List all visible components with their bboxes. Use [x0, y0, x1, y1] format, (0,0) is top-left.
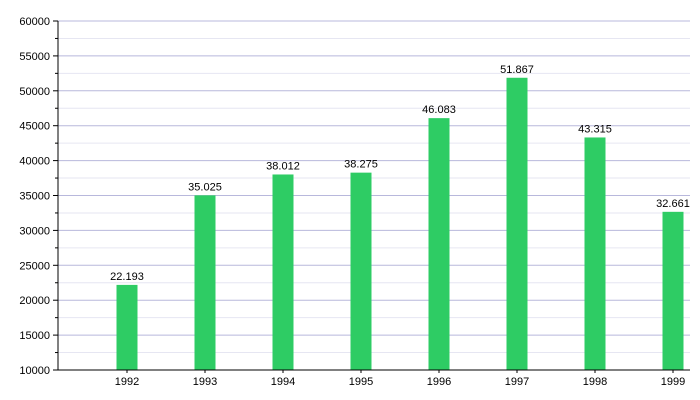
y-tick-label: 35000	[19, 191, 50, 203]
data-label: 46.083	[422, 104, 456, 116]
data-label: 22.193	[110, 271, 144, 283]
x-tick-label: 1993	[193, 376, 217, 388]
bar	[584, 137, 606, 370]
y-tick-label: 25000	[19, 260, 50, 272]
x-tick-label: 1994	[271, 376, 295, 388]
y-tick-label: 40000	[19, 156, 50, 168]
bar	[662, 211, 684, 370]
data-labels: 22.193 35.025 38.012 38.275 46.083 51.867 43.3…	[110, 64, 690, 283]
data-label: 32.661	[656, 198, 690, 210]
y-tick-label: 50000	[19, 86, 50, 98]
data-label: 51.867	[500, 64, 534, 76]
y-tick-label: 55000	[19, 51, 50, 63]
x-tick-label: 1997	[505, 376, 529, 388]
y-tick-label: 15000	[19, 330, 50, 342]
y-tick-label: 20000	[19, 295, 50, 307]
data-label: 43.315	[578, 123, 612, 135]
bar	[116, 284, 138, 370]
bar	[506, 77, 528, 370]
bar	[350, 172, 372, 370]
y-axis-ticks: 10000 15000 20000 25000 30000 35000 40000 45000…	[19, 16, 58, 377]
data-label: 35.025	[188, 181, 222, 193]
x-tick-label: 1992	[115, 376, 139, 388]
bar	[272, 174, 294, 370]
y-tick-label: 45000	[19, 121, 50, 133]
x-tick-label: 1999	[661, 376, 685, 388]
y-tick-label: 60000	[19, 16, 50, 28]
x-axis-ticks: 1992 1993 1994 1995 1996 1997 1998 1999	[115, 370, 685, 388]
x-tick-label: 1995	[349, 376, 373, 388]
x-tick-label: 1996	[427, 376, 451, 388]
y-tick-label: 30000	[19, 225, 50, 237]
bar	[428, 118, 450, 371]
y-tick-label: 10000	[19, 365, 50, 377]
bars	[116, 77, 684, 371]
data-label: 38.012	[266, 160, 300, 172]
data-label: 38.275	[344, 159, 378, 171]
x-tick-label: 1998	[583, 376, 607, 388]
bar	[194, 195, 216, 370]
